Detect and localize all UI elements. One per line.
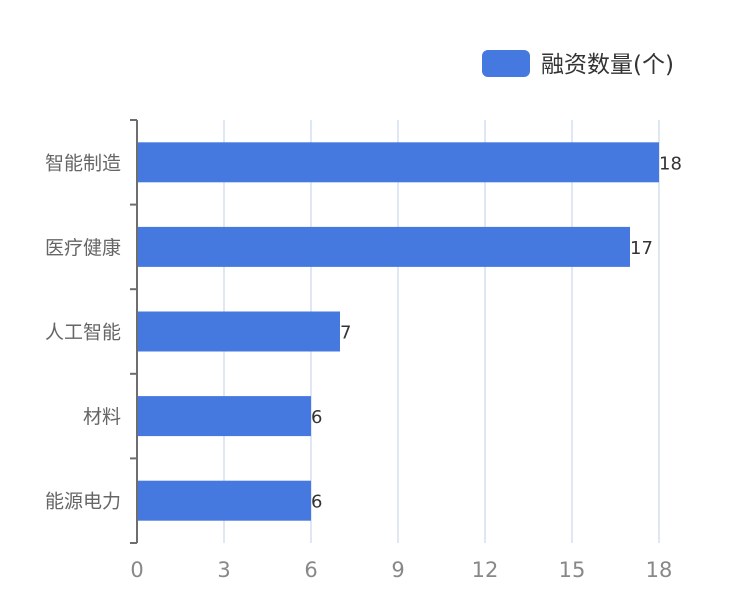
x-tick-label: 0 — [130, 558, 143, 582]
category-label: 医疗健康 — [45, 237, 121, 259]
x-tick-label: 12 — [472, 558, 499, 582]
bar[interactable] — [137, 142, 659, 183]
value-label: 7 — [340, 323, 351, 344]
x-tick-label: 18 — [646, 558, 673, 582]
category-label: 材料 — [83, 406, 121, 428]
bar[interactable] — [137, 480, 311, 521]
x-tick-label: 6 — [304, 558, 317, 582]
x-tick-label: 3 — [217, 558, 230, 582]
bars — [137, 142, 659, 521]
gridlines — [223, 120, 660, 543]
value-label: 6 — [311, 407, 322, 428]
legend-swatch[interactable] — [482, 50, 530, 77]
legend-label[interactable]: 融资数量(个) — [541, 52, 674, 78]
bar[interactable] — [137, 396, 311, 437]
category-label: 智能制造 — [45, 152, 121, 174]
x-tick-label: 15 — [559, 558, 586, 582]
value-label: 17 — [630, 238, 653, 259]
category-label: 能源电力 — [45, 491, 121, 513]
bar[interactable] — [137, 311, 340, 352]
legend[interactable]: 融资数量(个) — [482, 50, 674, 78]
value-label: 6 — [311, 492, 322, 513]
bar[interactable] — [137, 226, 630, 267]
x-tick-label: 9 — [391, 558, 404, 582]
value-label: 18 — [659, 153, 682, 174]
labels: 0 3 6 9 12 15 18 智能制造 18 医疗健康 17 人工智能 7 材料 6 能源电力 6 — [45, 152, 682, 582]
category-label: 人工智能 — [45, 322, 121, 344]
axes — [130, 119, 138, 544]
